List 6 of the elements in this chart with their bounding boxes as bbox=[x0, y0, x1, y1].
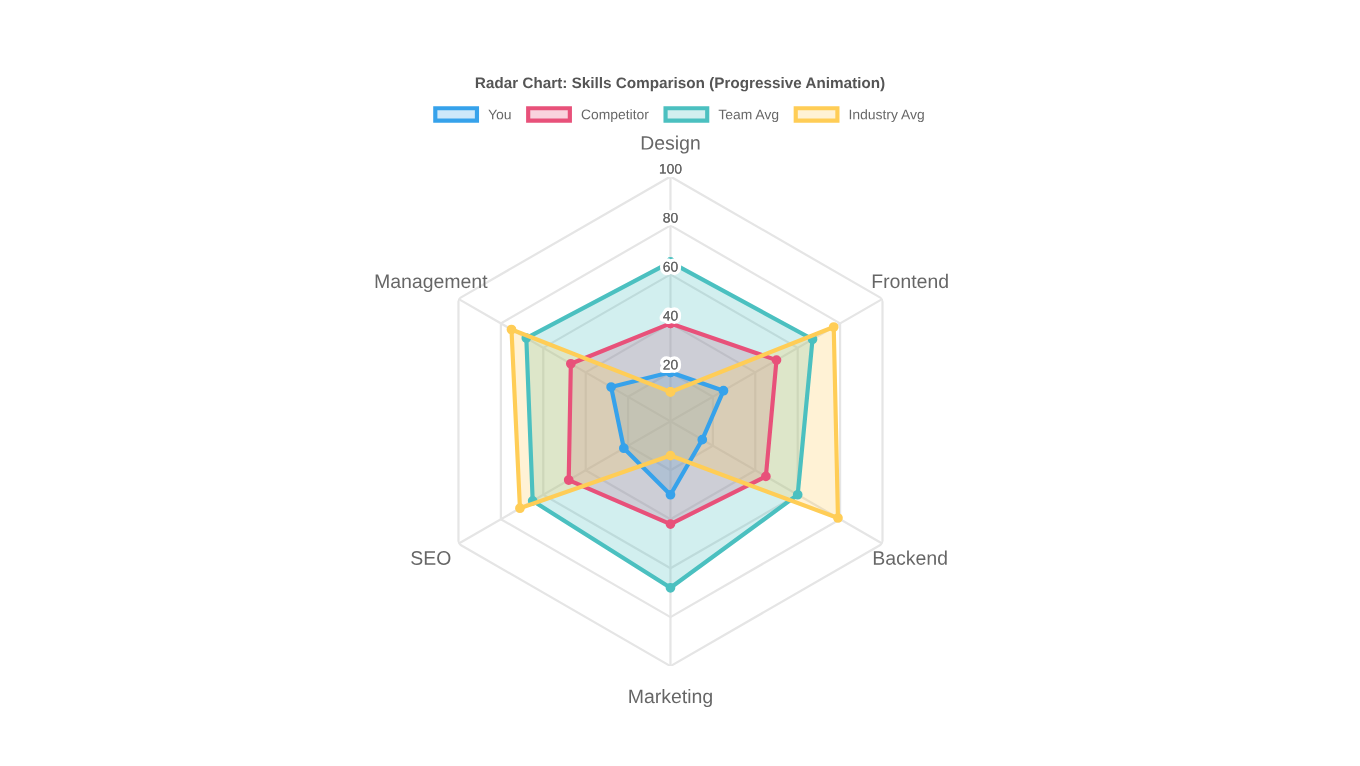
spoke-label: SEO bbox=[411, 551, 451, 565]
spoke-label: Frontend bbox=[872, 273, 948, 289]
spoke-label: Management bbox=[375, 274, 488, 292]
spoke-label: Design bbox=[641, 135, 700, 154]
spoke-label: Marketing bbox=[629, 688, 712, 708]
spoke-label: Backend bbox=[873, 550, 947, 565]
